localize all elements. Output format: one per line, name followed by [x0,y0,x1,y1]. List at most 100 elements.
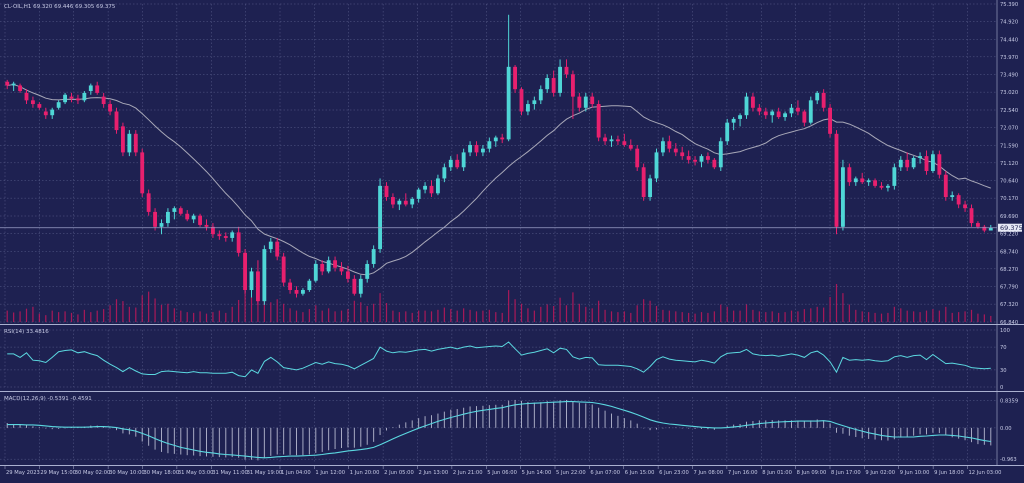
macd-bar [122,427,124,434]
price-tick-label: 73.970 [1000,55,1018,61]
candle-body [121,126,125,153]
rsi-tick-label: 70 [1000,345,1007,351]
macd-bar [161,427,162,452]
candle-body [596,104,601,138]
time-tick-label: 1 Jun 12:00 [315,470,345,476]
candle-body [166,211,170,224]
volume-bar [681,312,683,322]
macd-bar [713,427,715,430]
macd-histogram [6,399,992,461]
candle-body [911,157,916,168]
volume-bar [443,307,445,322]
macd-bar [803,421,805,428]
candle-body [886,185,890,188]
macd-bar [392,427,394,428]
candle-body [358,278,363,294]
volume-bar [970,309,973,322]
volume-bar [977,313,979,322]
candle-body [429,185,434,194]
volume-bar [771,311,773,322]
macd-bar [218,427,220,458]
rsi-path [7,341,991,378]
macd-bar [180,427,182,455]
candle-body [558,66,562,93]
volume-bar [765,312,767,322]
volume-bar [662,309,664,322]
time-tick-label: 31 May 19:00 [247,470,283,476]
candle-body [474,144,479,153]
volume-bar [450,309,452,322]
candle-body [191,215,196,220]
volume-bar [585,306,587,322]
macd-bar [482,405,484,428]
macd-bar [64,427,66,429]
macd-bar [591,404,593,428]
volume-bar [32,306,34,322]
time-tick-label: 8 Jun 17:00 [831,470,861,476]
macd-bar [26,425,27,428]
volume-bar [77,314,79,322]
candle-body [140,152,145,194]
volume-bar [418,310,420,322]
price-pane[interactable]: 75.390 74.920 74.440 73.970 73.490 73.020 72.5… [0,2,1023,326]
ma-line [7,83,991,276]
rsi-pane[interactable]: 100 70 30 0 RSI(14) 33.4816 [0,328,1010,391]
macd-bar [501,404,503,428]
candle-body [352,278,357,294]
candle-body [481,148,485,153]
macd-bar [283,427,285,455]
candle-body [943,174,948,198]
candle-body [718,141,723,168]
volume-bar [495,312,497,322]
macd-bar [148,427,150,446]
price-tick-label: 67.790 [1000,285,1018,291]
volume-bar [148,291,150,322]
macd-bar [109,427,111,429]
macd-bar [270,427,272,456]
volume-bar [469,309,471,322]
volume-bar [514,299,516,322]
candle-body [976,223,980,227]
volume-bar [816,306,818,322]
candle-body [403,200,408,205]
candle-body [802,111,807,123]
volume-bar [398,312,400,322]
candlesticks[interactable] [5,14,993,305]
volume-bar [945,306,947,322]
candle-body [963,204,967,209]
macd-bar [308,427,310,455]
macd-bar [32,426,34,428]
macd-bar [296,427,297,456]
macd-bar [450,409,452,428]
macd-bar [983,427,985,445]
volume-bar [244,288,246,322]
macd-pane[interactable]: 0.8359 0.00 -0.963 MACD(12,26,9) -0.5391 -… [0,396,1018,463]
macd-bar [521,400,522,428]
macd-bar [656,427,657,430]
candle-body [853,178,858,183]
macd-bar [823,420,825,428]
volume-bar [758,311,760,322]
volume-bar [861,311,863,322]
volume-bar [810,308,812,322]
macd-bar [495,404,497,428]
macd-bar [193,427,195,456]
macd-bar [302,427,304,456]
candle-body [397,200,402,205]
volume-bar [51,310,53,322]
candle-body [757,107,762,112]
candle-body [56,102,61,108]
candle-body [641,167,646,198]
candle-body [416,189,421,199]
volume-bar [411,312,413,322]
macd-bar [791,420,792,428]
candle-body [789,107,794,114]
candle-body [661,141,665,153]
candle-body [346,271,350,279]
candle-body [76,98,80,101]
candle-body [847,167,852,183]
macd-bar [533,402,535,428]
candle-body [24,92,29,101]
